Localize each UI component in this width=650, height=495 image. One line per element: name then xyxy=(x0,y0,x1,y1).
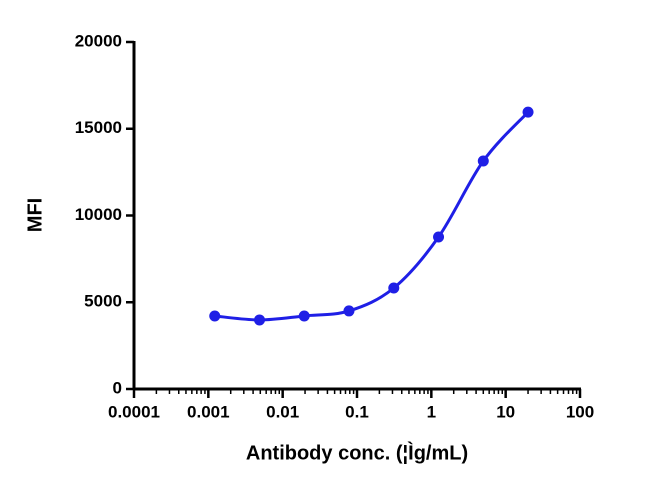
x-tick-label: 0.01 xyxy=(266,402,299,421)
data-point xyxy=(209,310,221,322)
data-point xyxy=(522,106,534,118)
y-tick-label: 20000 xyxy=(75,31,122,50)
data-point xyxy=(254,314,266,326)
y-tick-label: 15000 xyxy=(75,118,122,137)
data-point xyxy=(298,310,310,322)
x-tick-label: 0.001 xyxy=(187,402,230,421)
x-tick-label: 0.1 xyxy=(345,402,369,421)
x-tick-label: 1 xyxy=(427,402,436,421)
x-tick-label: 0.0001 xyxy=(108,402,160,421)
y-axis-label: MFI xyxy=(24,198,46,232)
data-point xyxy=(388,282,400,294)
x-tick-label: 10 xyxy=(496,402,515,421)
data-point xyxy=(433,231,445,243)
y-tick-label: 0 xyxy=(113,378,122,397)
y-tick-label: 5000 xyxy=(84,292,122,311)
y-tick-label: 10000 xyxy=(75,205,122,224)
fit-line xyxy=(214,111,530,322)
data-point xyxy=(477,155,489,167)
x-axis-label: Antibody conc. (¦Ìg/mL) xyxy=(246,441,468,464)
x-tick-label: 100 xyxy=(566,402,594,421)
data-point xyxy=(343,305,355,317)
